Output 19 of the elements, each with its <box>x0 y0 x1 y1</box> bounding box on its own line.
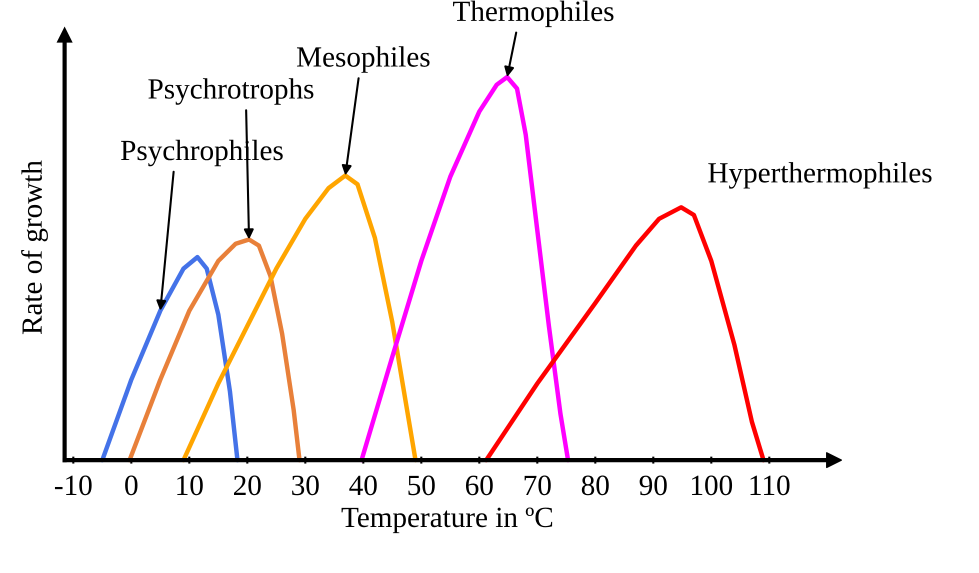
x-tick-label: -10 <box>54 476 92 496</box>
x-tick-label: 90 <box>640 476 667 496</box>
annotation: Psychrotrophs <box>148 78 314 105</box>
x-tick-label: 60 <box>466 476 493 496</box>
x-tick-label: 30 <box>292 476 319 496</box>
x-tick-label: 0 <box>125 476 138 496</box>
annotation: Mesophiles <box>296 46 430 73</box>
x-tick-label: 50 <box>408 476 435 496</box>
x-tick-label: 70 <box>524 476 551 496</box>
annotation: Thermophiles <box>453 0 614 28</box>
x-tick-label: 40 <box>349 476 377 496</box>
x-tick-label: 20 <box>234 476 261 496</box>
x-tick-label: 110 <box>750 476 790 496</box>
x-tick-label: 80 <box>582 476 609 496</box>
x-tick-label: 10 <box>177 476 203 496</box>
annotation: Hyperthermophiles <box>708 162 932 189</box>
x-axis-title: Temperature in ºC <box>342 508 552 534</box>
x-tick-label: 100 <box>692 476 732 496</box>
y-axis-title: Rate of growth <box>21 160 48 334</box>
